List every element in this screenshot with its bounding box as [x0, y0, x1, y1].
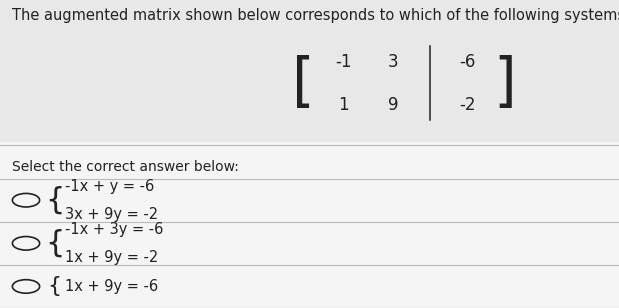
Text: 1x + 9y = -2: 1x + 9y = -2 [65, 250, 158, 265]
Text: [: [ [292, 55, 314, 112]
FancyBboxPatch shape [0, 142, 619, 308]
Text: {: { [45, 229, 64, 258]
Text: The augmented matrix shown below corresponds to which of the following systems?: The augmented matrix shown below corresp… [12, 8, 619, 23]
Text: -1x + y = -6: -1x + y = -6 [65, 179, 154, 194]
Text: -6: -6 [459, 53, 475, 71]
Text: ]: ] [493, 55, 516, 112]
Text: -1x + 3y = -6: -1x + 3y = -6 [65, 222, 163, 237]
Text: -1: -1 [335, 53, 352, 71]
Text: {: { [45, 186, 64, 215]
Text: 1: 1 [338, 96, 349, 114]
Text: 3x + 9y = -2: 3x + 9y = -2 [65, 207, 158, 221]
Text: Select the correct answer below:: Select the correct answer below: [12, 160, 240, 174]
Text: 1x + 9y = -6: 1x + 9y = -6 [65, 279, 158, 294]
Text: 3: 3 [387, 53, 399, 71]
Text: 9: 9 [388, 96, 398, 114]
Text: {: { [48, 277, 61, 296]
Text: -2: -2 [459, 96, 475, 114]
